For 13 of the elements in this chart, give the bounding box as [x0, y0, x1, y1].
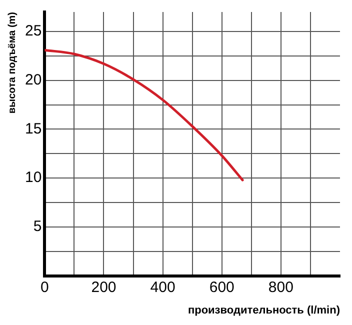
- y-tick-label: 25: [24, 22, 42, 40]
- x-tick-label: 800: [268, 278, 294, 296]
- x-axis-title: производительность (l/min): [188, 304, 340, 316]
- y-axis-title: высота подъёма (m): [6, 12, 18, 114]
- y-tick-label: 15: [24, 120, 42, 138]
- x-tick-label: 600: [209, 278, 234, 296]
- y-tick-label: 20: [24, 72, 42, 89]
- x-tick-label: 0: [40, 278, 49, 296]
- x-tick-label: 200: [91, 278, 116, 296]
- x-tick-label: 400: [150, 278, 176, 296]
- y-tick-label: 10: [24, 169, 42, 186]
- y-tick-label: 5: [33, 218, 42, 236]
- line-series: [44, 48, 244, 182]
